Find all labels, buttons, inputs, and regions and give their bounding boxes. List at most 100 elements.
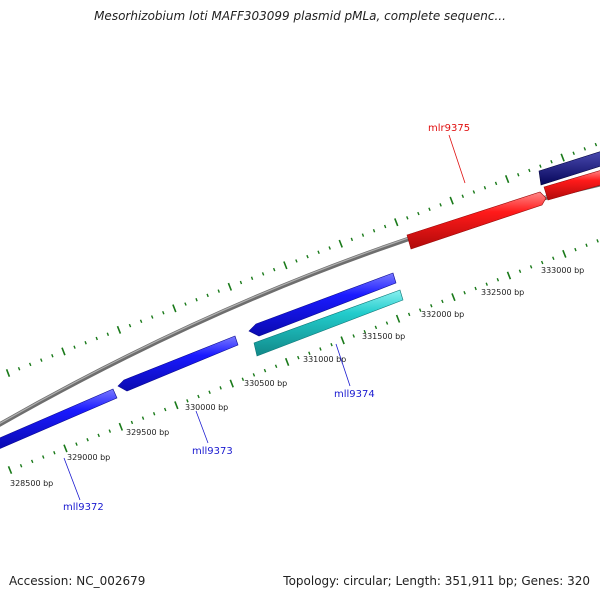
outer-tick-mark bbox=[128, 323, 132, 328]
outer-tick-mark bbox=[550, 160, 553, 164]
outer-tick-mark bbox=[417, 211, 420, 216]
outer-tick-mark bbox=[317, 250, 320, 255]
outer-tick-mark bbox=[150, 315, 154, 319]
inner-tick-mark bbox=[219, 386, 222, 390]
outer-tick-mark bbox=[439, 203, 442, 207]
outer-tick-mark bbox=[17, 366, 21, 371]
outer-tick-mark bbox=[572, 151, 575, 155]
outer-tick-mark bbox=[483, 185, 487, 190]
inner-tick-mark bbox=[252, 373, 256, 377]
inner-tick-ring bbox=[7, 239, 599, 475]
inner-tick-mark bbox=[407, 312, 411, 317]
inner-tick-mark bbox=[340, 336, 345, 345]
gene-mll9372-feature[interactable] bbox=[0, 388, 118, 449]
outer-tick-mark bbox=[51, 354, 54, 358]
inner-tick-mark bbox=[330, 342, 333, 347]
outer-tick-mark bbox=[472, 190, 476, 194]
bp-label: 328500 bp bbox=[10, 479, 53, 488]
accession-text: Accession: NC_002679 bbox=[9, 574, 146, 588]
inner-tick-mark bbox=[274, 364, 278, 369]
outer-tick-mark bbox=[162, 310, 165, 315]
bp-label: 333000 bp bbox=[541, 266, 584, 275]
gene-label-mlr9375[interactable]: mlr9375 bbox=[428, 123, 470, 134]
outer-tick-mark bbox=[361, 233, 365, 237]
gene-mlr9375-feature[interactable] bbox=[406, 191, 547, 250]
outer-tick-mark bbox=[172, 304, 177, 313]
outer-tick-mark bbox=[106, 332, 110, 336]
outer-tick-mark bbox=[61, 347, 66, 356]
inner-tick-mark bbox=[97, 433, 100, 438]
inner-tick-mark bbox=[485, 282, 488, 286]
outer-tick-mark bbox=[383, 224, 387, 229]
inner-tick-mark bbox=[506, 271, 512, 280]
inner-tick-mark bbox=[130, 420, 134, 425]
inner-tick-mark bbox=[552, 256, 555, 260]
outer-tick-mark bbox=[338, 239, 343, 248]
red-feature-right[interactable] bbox=[543, 170, 600, 201]
inner-tick-mark bbox=[186, 399, 189, 403]
outer-tick-mark bbox=[449, 196, 454, 205]
outer-tick-mark bbox=[227, 282, 233, 291]
bp-label: 332000 bp bbox=[421, 310, 464, 319]
topology-stats-text: Topology: circular; Length: 351,911 bp; … bbox=[283, 574, 590, 588]
inner-tick-mark bbox=[463, 291, 466, 295]
navy-feature[interactable] bbox=[538, 151, 600, 186]
inner-tick-mark bbox=[163, 407, 167, 412]
bp-label: 332500 bp bbox=[481, 288, 524, 297]
inner-tick-mark bbox=[53, 450, 56, 455]
outer-tick-mark bbox=[283, 261, 288, 270]
outer-tick-mark bbox=[583, 147, 587, 151]
outer-tick-mark bbox=[528, 168, 531, 173]
inner-tick-mark bbox=[19, 463, 23, 468]
inner-tick-mark bbox=[42, 455, 45, 459]
inner-tick-mark bbox=[308, 351, 311, 356]
outer-tick-mark bbox=[394, 218, 399, 227]
inner-tick-mark bbox=[7, 465, 13, 475]
inner-tick-mark bbox=[540, 260, 544, 265]
inner-tick-mark bbox=[75, 442, 78, 446]
cyan-feature[interactable] bbox=[253, 289, 404, 357]
outer-tick-mark bbox=[261, 272, 265, 276]
inner-tick-mark bbox=[208, 390, 211, 394]
gene-label-mll9374[interactable]: mll9374 bbox=[334, 389, 375, 400]
outer-tick-mark bbox=[84, 341, 87, 345]
inner-tick-mark bbox=[30, 459, 34, 464]
inner-tick-mark bbox=[474, 286, 477, 291]
inner-tick-mark bbox=[496, 278, 500, 282]
gene-label-mll9373[interactable]: mll9373 bbox=[192, 446, 233, 457]
outer-tick-mark bbox=[428, 207, 431, 211]
outer-tick-mark bbox=[504, 175, 510, 184]
inner-tick-mark bbox=[518, 269, 522, 273]
gene-mll9373-feature[interactable] bbox=[117, 335, 239, 392]
outer-tick-mark bbox=[494, 181, 498, 186]
inner-tick-mark bbox=[352, 334, 355, 338]
outer-tick-mark bbox=[73, 345, 76, 349]
outer-tick-mark bbox=[116, 325, 122, 334]
inner-tick-mark bbox=[441, 299, 444, 304]
inner-tick-mark bbox=[197, 394, 200, 399]
inner-tick-mark bbox=[585, 243, 588, 247]
outer-tick-mark bbox=[560, 153, 565, 162]
inner-tick-mark bbox=[152, 412, 156, 416]
outer-tick-mark bbox=[195, 297, 198, 302]
bp-label-group: 328500 bp 329000 bp 329500 bp 330000 bp … bbox=[10, 266, 584, 488]
outer-tick-mark bbox=[250, 276, 254, 280]
gene-label-leaders bbox=[63, 134, 466, 501]
inner-tick-mark bbox=[596, 239, 599, 243]
outer-tick-mark bbox=[350, 237, 354, 242]
outer-tick-mark bbox=[206, 293, 209, 298]
inner-tick-mark bbox=[229, 379, 234, 388]
inner-tick-mark bbox=[63, 444, 68, 453]
gene-label-mll9372[interactable]: mll9372 bbox=[63, 502, 104, 513]
outer-tick-mark bbox=[328, 246, 331, 250]
plasmid-backbone bbox=[0, 182, 600, 427]
outer-tick-mark bbox=[406, 216, 409, 220]
outer-tick-mark bbox=[40, 358, 43, 362]
inner-tick-mark bbox=[118, 422, 124, 431]
inner-tick-mark bbox=[284, 357, 290, 366]
outer-tick-ring bbox=[5, 142, 598, 377]
inner-tick-mark bbox=[529, 265, 533, 269]
inner-tick-mark bbox=[174, 401, 179, 410]
gene-mll9374-feature[interactable] bbox=[248, 272, 397, 337]
